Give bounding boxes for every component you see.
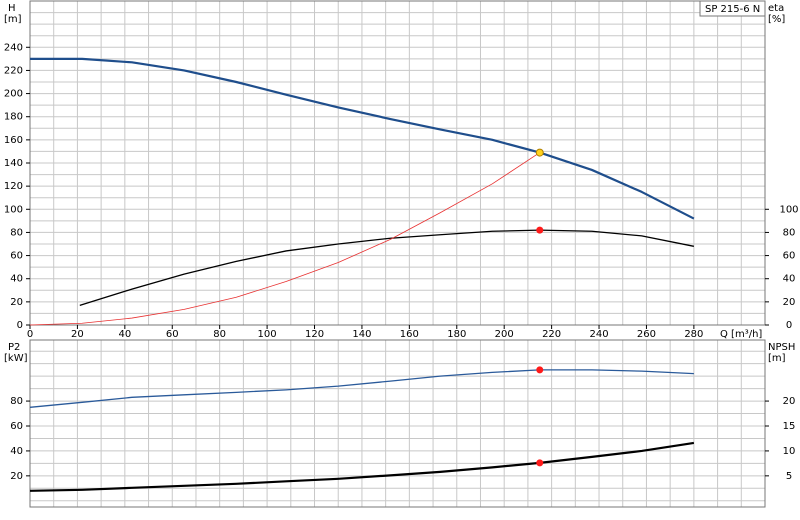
x-tick-label: 120 <box>305 329 324 340</box>
y-tick-label: 120 <box>4 181 23 192</box>
x-tick-label: 260 <box>637 329 656 340</box>
y-axis-unit: [m] <box>4 14 22 25</box>
y2-tick-label: 0 <box>786 320 792 331</box>
y2-tick-label: 15 <box>783 421 796 432</box>
y-tick-label: 20 <box>10 297 23 308</box>
x-tick-label: 40 <box>118 329 131 340</box>
x-tick-label: 220 <box>542 329 561 340</box>
y-tick-label: 60 <box>10 251 23 262</box>
y2-tick-label: 40 <box>783 274 796 285</box>
y-tick-label: 0 <box>17 320 23 331</box>
x-tick-label: 20 <box>71 329 84 340</box>
x-tick-label: 240 <box>589 329 608 340</box>
y2-tick-label: 80 <box>783 227 796 238</box>
curve <box>29 152 540 326</box>
curve <box>79 229 694 306</box>
plot-frame <box>29 339 766 508</box>
x-tick-label: 60 <box>166 329 179 340</box>
y-tick-label: 80 <box>10 227 23 238</box>
y-tick-label: 240 <box>4 42 23 53</box>
duty-point <box>536 459 544 467</box>
y2-tick-label: 60 <box>783 251 796 262</box>
y2-tick-label: 10 <box>783 446 796 457</box>
y-tick-label: 140 <box>4 158 23 169</box>
y2-axis-label: eta <box>768 3 784 14</box>
curve <box>29 369 694 408</box>
duty-point <box>536 226 544 234</box>
legend-text: SP 215-6 N <box>705 4 760 15</box>
y-tick-label: 80 <box>10 396 23 407</box>
y2-axis-unit: [m] <box>768 353 786 364</box>
y-tick-label: 20 <box>10 471 23 482</box>
x-tick-label: 200 <box>495 329 514 340</box>
duty-point <box>536 366 544 374</box>
x-tick-label: 80 <box>213 329 226 340</box>
y2-tick-label: 100 <box>779 204 798 215</box>
y2-tick-label: 5 <box>786 471 792 482</box>
y-tick-label: 40 <box>10 274 23 285</box>
x-tick-label: 100 <box>258 329 277 340</box>
y2-axis-label: NPSH <box>768 342 795 353</box>
x-tick-label: 160 <box>400 329 419 340</box>
y2-tick-label: 20 <box>783 396 796 407</box>
y-axis-label: P2 <box>8 342 20 353</box>
y-axis-label: H <box>8 3 16 14</box>
x-tick-label: 180 <box>447 329 466 340</box>
y2-axis-unit: [%] <box>768 14 785 25</box>
y-tick-label: 40 <box>10 446 23 457</box>
y-tick-label: 200 <box>4 89 23 100</box>
x-tick-label: 280 <box>684 329 703 340</box>
x-tick-label: 0 <box>27 329 33 340</box>
y-tick-label: 100 <box>4 204 23 215</box>
duty-point <box>535 148 544 157</box>
y-tick-label: 220 <box>4 65 23 76</box>
legend-box <box>699 0 766 17</box>
x-axis-label: Q [m³/h] <box>720 329 762 340</box>
y-tick-label: 160 <box>4 135 23 146</box>
y-tick-label: 180 <box>4 112 23 123</box>
curve <box>30 57 695 220</box>
y-tick-label: 60 <box>10 421 23 432</box>
curve <box>29 441 695 492</box>
y-axis-unit: [kW] <box>4 353 28 364</box>
x-tick-label: 140 <box>352 329 371 340</box>
y2-tick-label: 20 <box>783 297 796 308</box>
